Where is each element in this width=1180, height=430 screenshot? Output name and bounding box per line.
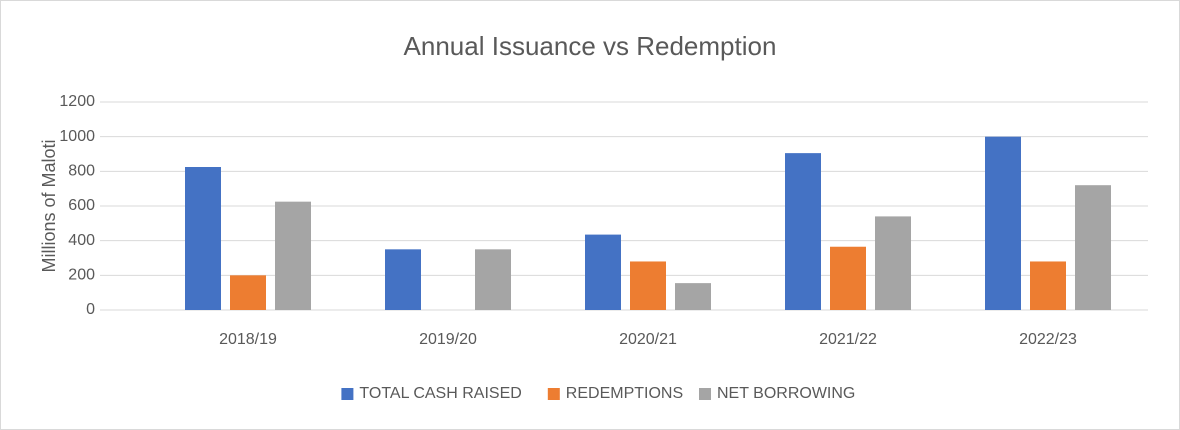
bar bbox=[985, 136, 1021, 310]
legend-swatch bbox=[341, 388, 354, 400]
bar bbox=[675, 283, 711, 310]
bar bbox=[785, 153, 821, 310]
y-axis-label: Millions of Maloti bbox=[39, 139, 59, 272]
bar bbox=[585, 234, 621, 310]
y-tick-label: 200 bbox=[68, 267, 95, 284]
bar bbox=[385, 249, 421, 310]
bar bbox=[275, 201, 311, 310]
bar bbox=[475, 249, 511, 310]
bar bbox=[875, 216, 911, 310]
x-tick-label: 2019/20 bbox=[419, 331, 477, 348]
legend-label: TOTAL CASH RAISED bbox=[359, 385, 521, 402]
y-tick-label: 800 bbox=[68, 163, 95, 180]
y-tick-label: 1200 bbox=[59, 93, 95, 110]
bar bbox=[1030, 261, 1066, 310]
legend-label: NET BORROWING bbox=[717, 385, 855, 402]
y-tick-label: 600 bbox=[68, 197, 95, 214]
y-tick-label: 0 bbox=[86, 301, 95, 318]
bar bbox=[230, 275, 266, 310]
x-tick-label: 2022/23 bbox=[1019, 331, 1077, 348]
y-tick-label: 1000 bbox=[59, 128, 95, 145]
x-tick-label: 2020/21 bbox=[619, 331, 677, 348]
legend-swatch bbox=[547, 388, 560, 400]
bar bbox=[630, 261, 666, 310]
x-tick-label: 2018/19 bbox=[219, 331, 277, 348]
y-tick-label: 400 bbox=[68, 232, 95, 249]
bar bbox=[1075, 185, 1111, 310]
chart-title: Annual Issuance vs Redemption bbox=[404, 31, 777, 61]
legend-swatch bbox=[699, 388, 711, 400]
x-tick-label: 2021/22 bbox=[819, 331, 877, 348]
bar bbox=[185, 167, 221, 310]
bar bbox=[830, 246, 866, 310]
legend-label: REDEMPTIONS bbox=[566, 385, 683, 402]
